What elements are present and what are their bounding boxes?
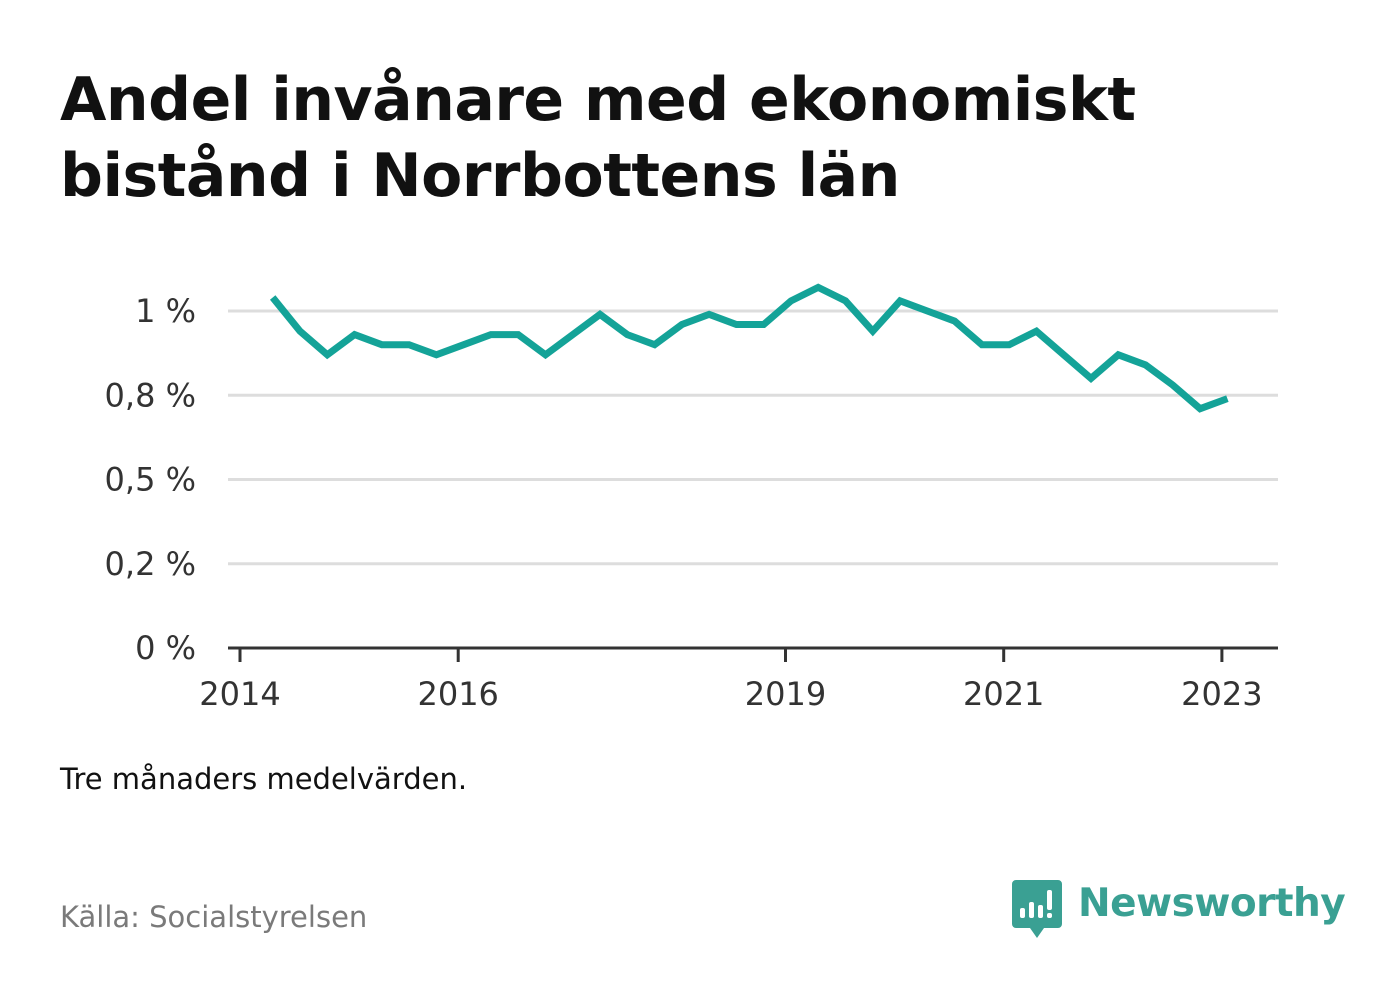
data-point xyxy=(734,323,738,327)
source-credit: Källa: Socialstyrelsen xyxy=(60,900,368,934)
data-point xyxy=(271,296,275,300)
data-point xyxy=(653,343,657,347)
data-point xyxy=(1116,353,1120,357)
chart-title: Andel invånare med ekonomiskt bistånd i … xyxy=(60,62,1300,214)
data-point xyxy=(844,299,848,303)
data-point xyxy=(516,333,520,337)
series-line-0 xyxy=(269,283,1229,413)
data-point xyxy=(489,333,493,337)
data-point xyxy=(1198,407,1202,411)
data-point xyxy=(980,343,984,347)
data-point xyxy=(544,353,548,357)
data-point xyxy=(789,299,793,303)
series-layer xyxy=(269,283,1229,413)
data-point xyxy=(1007,343,1011,347)
data-point xyxy=(625,333,629,337)
x-tick-label: 2014 xyxy=(199,675,280,713)
data-point xyxy=(1171,383,1175,387)
data-point xyxy=(434,353,438,357)
y-tick-label: 0,2 % xyxy=(105,545,196,583)
data-point xyxy=(462,343,466,347)
brand-name: Newsworthy xyxy=(1078,881,1346,926)
data-point xyxy=(1089,376,1093,380)
y-tick-label: 0,8 % xyxy=(105,376,196,414)
newsworthy-logo-icon xyxy=(1012,880,1062,938)
data-point xyxy=(680,323,684,327)
data-point xyxy=(816,285,820,289)
data-point xyxy=(298,329,302,333)
data-point xyxy=(1144,363,1148,367)
x-tick-label: 2021 xyxy=(963,675,1044,713)
data-point xyxy=(407,343,411,347)
data-point xyxy=(898,299,902,303)
data-point xyxy=(707,312,711,316)
data-point xyxy=(571,333,575,337)
y-tick-label: 0,5 % xyxy=(105,461,196,499)
data-point xyxy=(762,323,766,327)
data-point xyxy=(953,319,957,323)
data-point xyxy=(871,329,875,333)
data-point xyxy=(380,343,384,347)
x-tick-label: 2016 xyxy=(417,675,498,713)
gridlines xyxy=(228,309,1278,566)
x-axis: 2014 2016 2019 2021 2023 xyxy=(199,646,1278,713)
data-point xyxy=(925,309,929,313)
data-point xyxy=(1062,353,1066,357)
chart-title-line-2: bistånd i Norrbottens län xyxy=(60,141,900,211)
data-point xyxy=(1225,397,1229,401)
y-tick-label: 0 % xyxy=(135,629,196,667)
x-tick-label: 2019 xyxy=(745,675,826,713)
data-point xyxy=(598,312,602,316)
chart-note: Tre månaders medelvärden. xyxy=(60,762,468,796)
data-point xyxy=(325,353,329,357)
x-tick-label: 2023 xyxy=(1181,675,1262,713)
y-tick-label: 1 % xyxy=(135,292,196,330)
data-point xyxy=(353,333,357,337)
data-point xyxy=(1034,329,1038,333)
brand: Newsworthy xyxy=(1012,880,1346,940)
chart-title-line-1: Andel invånare med ekonomiskt xyxy=(60,65,1136,135)
line-chart: 0 %0,2 %0,5 %0,8 %1 % 2014 2016 2019 2021 20… xyxy=(105,283,1278,713)
y-axis-labels: 0 % 0,2 % 0,5 % 0,8 % 1 % xyxy=(105,292,196,667)
